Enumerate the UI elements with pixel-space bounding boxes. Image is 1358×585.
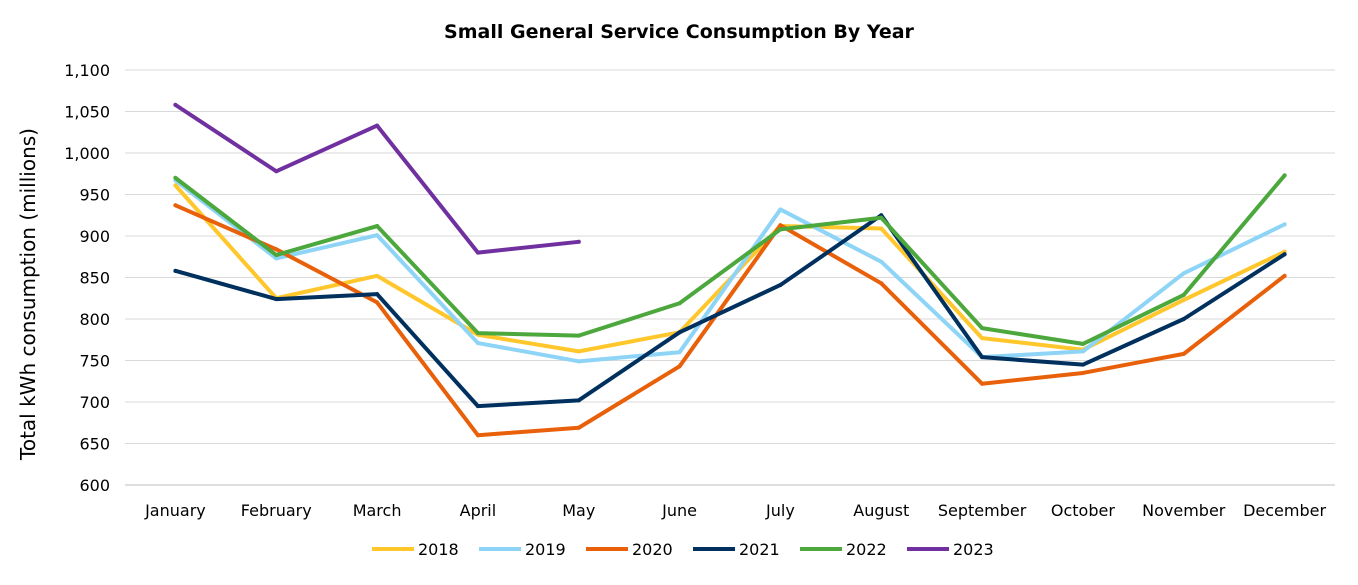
legend-item-2023: 2023: [907, 540, 994, 559]
y-tick-label: 900: [79, 227, 110, 246]
x-tick-label: June: [661, 501, 697, 520]
legend-label: 2018: [418, 540, 459, 559]
y-tick-label: 1,000: [64, 144, 110, 163]
data-point-2020: [173, 203, 178, 208]
legend-item-2018: 2018: [372, 540, 459, 559]
data-point-2018: [879, 226, 884, 231]
data-point-2020: [980, 381, 985, 386]
data-point-2022: [576, 333, 581, 338]
data-point-2021: [173, 268, 178, 273]
data-point-2020: [375, 300, 380, 305]
data-point-2020: [1282, 273, 1287, 278]
y-axis-label: Total kWh consumption (millions): [16, 128, 40, 461]
data-point-2020: [475, 433, 480, 438]
y-tick-label: 950: [79, 186, 110, 205]
data-point-2021: [980, 355, 985, 360]
data-point-2019: [1080, 349, 1085, 354]
data-point-2019: [778, 207, 783, 212]
series-line-2022: [173, 173, 1287, 346]
y-tick-label: 850: [79, 269, 110, 288]
data-point-2021: [274, 297, 279, 302]
data-point-2019: [375, 233, 380, 238]
x-tick-label: May: [562, 501, 595, 520]
y-tick-label: 800: [79, 310, 110, 329]
legend-item-2022: 2022: [800, 540, 887, 559]
data-point-2018: [375, 273, 380, 278]
legend-label: 2020: [632, 540, 673, 559]
data-point-2020: [576, 425, 581, 430]
data-point-2022: [375, 224, 380, 229]
x-tick-label: August: [853, 501, 909, 520]
data-point-2022: [778, 227, 783, 232]
series-line-2021: [173, 213, 1287, 409]
data-point-2021: [576, 398, 581, 403]
data-point-2021: [677, 330, 682, 335]
data-point-2022: [879, 215, 884, 220]
data-point-2023: [173, 102, 178, 107]
y-tick-label: 700: [79, 393, 110, 412]
legend-label: 2023: [953, 540, 994, 559]
legend-label: 2022: [846, 540, 887, 559]
data-point-2021: [375, 292, 380, 297]
data-point-2019: [274, 256, 279, 261]
x-tick-label: February: [241, 501, 312, 520]
data-point-2021: [778, 282, 783, 287]
y-tick-label: 1,050: [64, 103, 110, 122]
data-point-2022: [1181, 292, 1186, 297]
data-point-2019: [1181, 271, 1186, 276]
x-tick-label: October: [1051, 501, 1115, 520]
data-point-2021: [1282, 252, 1287, 257]
chart-title: Small General Service Consumption By Yea…: [444, 21, 915, 43]
data-point-2020: [274, 247, 279, 252]
x-tick-label: September: [938, 501, 1027, 520]
data-point-2023: [274, 169, 279, 174]
y-tick-label: 650: [79, 435, 110, 454]
series-line-2019: [173, 178, 1287, 364]
x-tick-label: November: [1142, 501, 1226, 520]
data-point-2023: [475, 250, 480, 255]
data-point-2022: [274, 253, 279, 258]
data-point-2021: [475, 404, 480, 409]
data-point-2019: [576, 359, 581, 364]
data-point-2018: [173, 183, 178, 188]
data-point-2022: [980, 326, 985, 331]
data-point-2018: [980, 336, 985, 341]
data-point-2019: [677, 350, 682, 355]
x-tick-label: March: [353, 501, 402, 520]
data-point-2020: [879, 281, 884, 286]
legend-label: 2019: [525, 540, 566, 559]
data-point-2022: [475, 331, 480, 336]
data-point-2019: [879, 259, 884, 264]
data-point-2020: [1181, 351, 1186, 356]
legend-item-2019: 2019: [479, 540, 566, 559]
x-tick-label: July: [765, 501, 795, 520]
y-tick-label: 1,100: [64, 61, 110, 80]
y-tick-label: 600: [79, 476, 110, 495]
data-point-2022: [1282, 173, 1287, 178]
data-point-2022: [173, 175, 178, 180]
x-tick-label: December: [1243, 501, 1326, 520]
legend-label: 2021: [739, 540, 780, 559]
data-point-2019: [1282, 222, 1287, 227]
legend-item-2021: 2021: [693, 540, 780, 559]
y-tick-label: 750: [79, 352, 110, 371]
data-point-2022: [1080, 341, 1085, 346]
data-point-2022: [677, 301, 682, 306]
data-point-2023: [375, 123, 380, 128]
data-point-2020: [1080, 370, 1085, 375]
data-point-2020: [677, 364, 682, 369]
data-point-2023: [576, 239, 581, 244]
data-point-2019: [475, 341, 480, 346]
data-point-2021: [1080, 362, 1085, 367]
data-point-2018: [1181, 297, 1186, 302]
data-point-2021: [1181, 317, 1186, 321]
series-line-2020: [173, 203, 1287, 438]
data-point-2018: [576, 349, 581, 354]
x-tick-label: January: [144, 501, 206, 520]
x-tick-label: April: [460, 501, 497, 520]
legend-item-2020: 2020: [586, 540, 673, 559]
data-point-2020: [778, 223, 783, 228]
